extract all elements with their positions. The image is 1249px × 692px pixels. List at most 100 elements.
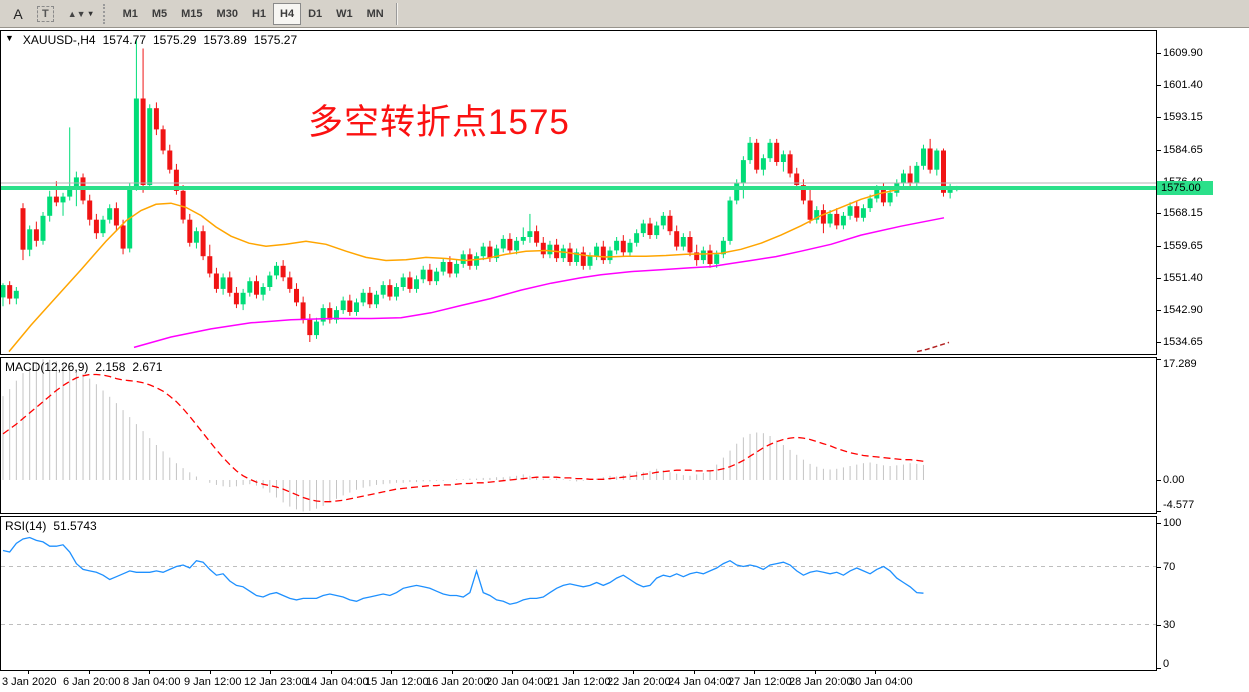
time-axis-label: 24 Jan 04:00 [668,676,732,688]
time-axis-label: 30 Jan 04:00 [849,676,913,688]
axis-tick [1157,511,1161,512]
timeframe-button-m1[interactable]: M1 [122,7,138,20]
macd-axis-label: -4.577 [1163,499,1195,511]
timeframe-button-m15[interactable]: M15 [181,7,203,20]
toolbar-separator [395,2,397,25]
rsi-axis-label: 0 [1163,658,1170,670]
time-axis-label: 9 Jan 12:00 [184,676,242,688]
timeframe-button-h4[interactable]: H4 [273,2,302,25]
quote-high: 1575.29 [153,33,197,47]
macd-label-row: MACD(12,26,9) 2.158 2.671 [5,360,162,374]
time-axis-label: 21 Jan 12:00 [547,676,611,688]
axis-tick [1157,480,1161,481]
timeframe-button-m30[interactable]: M30 [216,7,238,20]
macd-axis-label: 17.289 [1163,358,1197,370]
price-axis-label: 1542.90 [1163,304,1203,316]
rsi-axis-label: 70 [1163,561,1176,573]
time-axis-label: 28 Jan 20:00 [789,676,853,688]
axis-tick [1157,625,1161,626]
text-label-tool-button[interactable]: A [13,5,23,22]
macd-panel[interactable]: MACD(12,26,9) 2.158 2.671 [0,357,1157,514]
timeframe-button-m5[interactable]: M5 [151,7,168,20]
price-axis-label: 1601.40 [1163,79,1203,91]
symbol-dropdown-icon[interactable]: ▼ [5,33,14,43]
axis-tick [1157,359,1161,360]
quote-symbol: XAUUSD-,H4 [22,33,96,47]
rsi-panel[interactable]: RSI(14) 51.5743 [0,516,1157,671]
current-price-badge: 1575.00 [1157,181,1213,195]
rsi-chart [1,536,1156,625]
time-axis-tick [633,671,634,674]
time-axis-tick [89,671,90,674]
axis-tick [1157,278,1161,279]
macd-axis-label: 0.00 [1163,474,1185,486]
axis-tick [1157,246,1161,247]
time-axis-label: 27 Jan 12:00 [728,676,792,688]
axis-tick [1157,523,1161,524]
quote-close: 1575.27 [253,33,298,47]
candlestick-chart [1,38,1156,353]
arrows-icon: ▲▼ [67,8,86,19]
arrows-tool-button[interactable]: ▲▼ ▾ [61,3,100,25]
quote-low: 1573.89 [203,33,247,47]
time-axis-tick [149,671,150,674]
time-axis-label: 12 Jan 23:00 [244,676,308,688]
axis-tick [1157,117,1161,118]
time-axis-label: 15 Jan 12:00 [365,676,429,688]
axis-tick [1157,85,1161,86]
time-axis-tick [512,671,513,674]
toolbar: A T ▲▼ ▾ M1 M5 M15 M30 H1 H4 D1 W1 MN [0,0,1249,28]
rsi-label: RSI(14) [5,519,47,533]
timeframe-button-mn[interactable]: MN [366,7,384,20]
macd-label: MACD(12,26,9) [5,360,89,374]
quote-bar: ▼ XAUUSD-,H4 1574.77 1575.29 1573.89 157… [5,33,297,47]
toolbar-grip[interactable] [102,3,109,24]
timeframe-button-d1[interactable]: D1 [308,7,323,20]
rsi-value: 51.5743 [53,519,97,533]
time-axis-tick [210,671,211,674]
price-axis-label: 1568.15 [1163,207,1203,219]
chevron-down-icon: ▾ [88,9,93,18]
axis-tick [1157,567,1161,568]
timeframe-button-w1[interactable]: W1 [336,7,353,20]
rsi-axis-label: 100 [1163,517,1182,529]
time-axis-label: 22 Jan 20:00 [607,676,671,688]
rsi-axis-label: 30 [1163,619,1176,631]
price-axis-label: 1534.65 [1163,336,1203,348]
time-axis-label: 6 Jan 20:00 [63,676,121,688]
price-axis-label: 1559.65 [1163,240,1203,252]
drawing-tools-group: A T ▲▼ ▾ [6,3,100,25]
main-chart-panel[interactable]: ▼ XAUUSD-,H4 1574.77 1575.29 1573.89 157… [0,30,1157,355]
annotation-text[interactable]: 多空转折点1575 [308,103,570,142]
axis-tick [1157,310,1161,311]
axis-tick [1157,342,1161,343]
time-axis-label: 20 Jan 04:00 [486,676,550,688]
time-axis-tick [573,671,574,674]
quote-open: 1574.77 [102,33,146,47]
time-axis-label: 16 Jan 20:00 [426,676,490,688]
macd-value: 2.158 [95,360,126,374]
time-axis-tick [270,671,271,674]
time-axis-tick [28,671,29,674]
macd-chart [2,359,924,512]
text-box-tool-button[interactable]: T [30,3,61,25]
price-axis-label: 1593.15 [1163,111,1203,123]
axis-tick [1157,213,1161,214]
price-axis-label: 1551.40 [1163,272,1203,284]
time-axis-tick [815,671,816,674]
time-axis-label: 3 Jan 2020 [2,676,57,688]
time-axis-tick [754,671,755,674]
axis-tick [1157,53,1161,54]
time-axis-tick [875,671,876,674]
time-axis-label: 14 Jan 04:00 [305,676,369,688]
time-axis-label: 8 Jan 04:00 [123,676,181,688]
time-axis-tick [694,671,695,674]
time-axis-tick [331,671,332,674]
price-axis-label: 1584.65 [1163,144,1203,156]
timeframe-button-h1[interactable]: H1 [251,7,267,20]
macd-signal-value: 2.671 [132,360,163,374]
axis-tick [1157,150,1161,151]
price-axis-label: 1609.90 [1163,47,1203,59]
timeframes-group: M1 M5 M15 M30 H1 H4 D1 W1 MN [116,2,391,25]
